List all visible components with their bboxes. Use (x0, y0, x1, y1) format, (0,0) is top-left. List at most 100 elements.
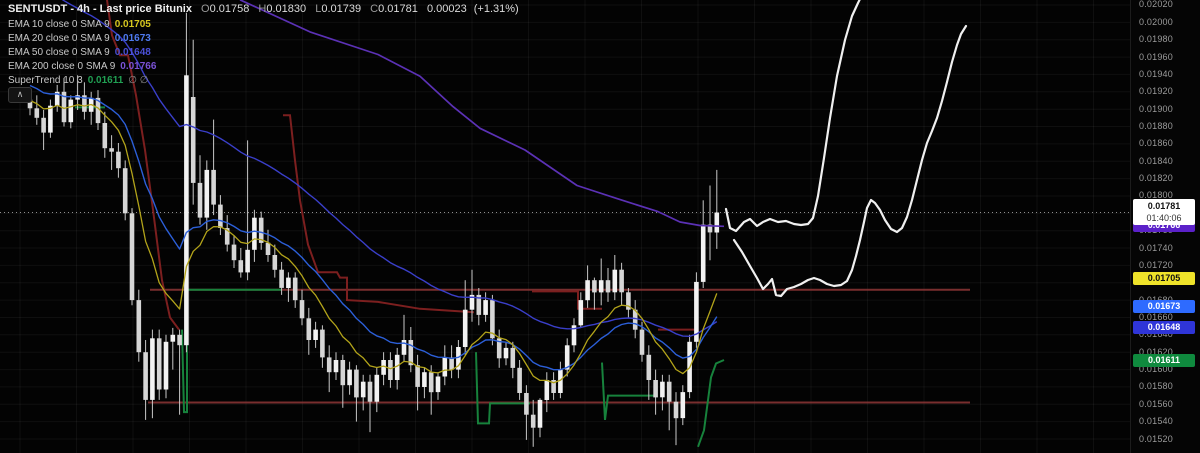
candle (190, 97, 196, 183)
candle (41, 117, 46, 133)
bar-countdown: 01:40:06 (1146, 213, 1182, 223)
candle (75, 95, 80, 100)
close-label: C (370, 3, 379, 15)
candle (360, 381, 366, 398)
candle (544, 380, 550, 400)
high-value: 0.01830 (266, 3, 307, 15)
candle (27, 99, 33, 109)
candle (694, 281, 699, 342)
candle (476, 294, 482, 315)
candle (585, 280, 590, 301)
candle (184, 75, 189, 346)
price-tick: 0.01720 (1139, 260, 1173, 270)
candle (510, 347, 516, 368)
ema200-line (239, 0, 725, 228)
legend-label: EMA 200 close 0 SMA 9 (8, 61, 116, 72)
candle (388, 360, 393, 380)
high-label: H (258, 3, 267, 15)
candle (592, 280, 597, 293)
legend-row[interactable]: EMA 20 close 0 SMA 9 0.01673 (8, 33, 151, 44)
legend-row[interactable]: EMA 10 close 0 SMA 9 0.01705 (8, 19, 151, 30)
legend-value: 0.01648 (114, 47, 151, 58)
price-tick: 0.01860 (1139, 138, 1173, 148)
candle (714, 212, 720, 233)
legend-collapse-button[interactable]: ∧ (8, 87, 32, 103)
indicator-price-badge: 0.01611 (1133, 354, 1195, 367)
candle (653, 380, 658, 398)
candle (639, 329, 645, 355)
candle (598, 280, 604, 293)
symbol-title[interactable]: SENTUSDT - 4h - Last price Bitunix (8, 3, 192, 15)
candle (122, 168, 128, 214)
chevron-up-icon: ∧ (16, 89, 24, 99)
candle (367, 381, 373, 402)
candle (252, 217, 257, 250)
symbol-header[interactable]: SENTUSDT - 4h - Last price Bitunix O0.01… (8, 3, 519, 15)
price-axis[interactable]: 0.02020 0.02000 0.01980 0.01960 0.01940 0.019… (1130, 0, 1200, 453)
candle (102, 123, 108, 149)
candle (707, 224, 713, 233)
legend-row[interactable]: EMA 50 close 0 SMA 9 0.01648 (8, 47, 151, 58)
price-tick: 0.01540 (1139, 416, 1173, 426)
price-tick: 0.01560 (1139, 399, 1173, 409)
candle (469, 294, 475, 310)
candle (61, 91, 67, 123)
candle (150, 338, 155, 400)
candle (578, 300, 584, 326)
candle (286, 277, 291, 288)
candle (646, 354, 652, 380)
open-label: O (201, 3, 210, 15)
price-tick: 0.01820 (1139, 173, 1173, 183)
price-tick: 0.01960 (1139, 52, 1173, 62)
supertrend-up (601, 362, 656, 421)
candle (422, 372, 427, 387)
candle (408, 340, 414, 366)
candle (619, 269, 624, 293)
low-label: L (315, 3, 322, 15)
price-tick: 0.02020 (1139, 0, 1173, 9)
candle (245, 249, 250, 273)
candle (156, 338, 162, 390)
legend-row[interactable]: EMA 200 close 0 SMA 9 0.01766 (8, 61, 156, 72)
candle (347, 369, 352, 386)
price-tick: 0.01980 (1139, 34, 1173, 44)
supertrend-down (283, 114, 475, 314)
candle (48, 105, 53, 133)
supertrend-up (475, 352, 530, 425)
candle (116, 151, 121, 169)
candle (265, 242, 271, 255)
price-tick: 0.01900 (1139, 104, 1173, 114)
candle (449, 357, 454, 370)
candle (530, 414, 536, 428)
price-tick: 0.01640 (1139, 329, 1173, 339)
candle (612, 269, 618, 293)
candle (333, 360, 339, 373)
price-tick: 0.01840 (1139, 156, 1173, 166)
candle (483, 300, 488, 315)
price-tick: 0.01520 (1139, 434, 1173, 444)
candle (299, 300, 305, 319)
candle (394, 354, 400, 380)
legend-value: 0.01611 (87, 75, 124, 86)
legend-row[interactable]: SuperTrend 10 3 0.01611 ∅ ∅ (8, 75, 149, 86)
candle (340, 360, 346, 386)
candle (170, 334, 176, 342)
candle (136, 300, 142, 353)
candle (177, 334, 182, 346)
candle (129, 213, 135, 301)
legend-label: EMA 10 close 0 SMA 9 (8, 19, 110, 30)
open-value: 0.01758 (209, 3, 250, 15)
price-tick: 0.01620 (1139, 347, 1173, 357)
candle (517, 367, 522, 393)
candle (700, 224, 706, 282)
price-tick: 0.01800 (1139, 190, 1173, 200)
candle (401, 340, 407, 355)
close-value: 0.01781 (378, 3, 418, 15)
candle (564, 345, 570, 370)
candle (680, 392, 686, 419)
price-chart[interactable] (0, 0, 1130, 453)
candle (306, 318, 312, 340)
candle (462, 309, 468, 347)
ema10-line (29, 99, 718, 384)
candle (326, 357, 332, 373)
